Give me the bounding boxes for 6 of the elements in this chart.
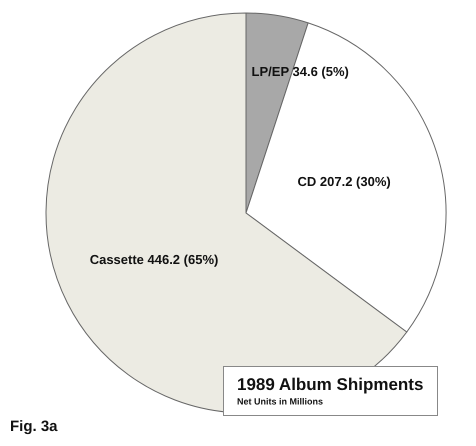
- caption: Fig. 3a: [10, 418, 58, 435]
- slice-label: LP/EP 34.6 (5%): [252, 64, 349, 79]
- slice-label: CD 207.2 (30%): [298, 174, 391, 190]
- text: 1989 Album Shipments: [237, 375, 424, 394]
- text: Net Units in Millions: [237, 396, 324, 406]
- slice-label: Cassette 446.2 (65%): [90, 252, 218, 267]
